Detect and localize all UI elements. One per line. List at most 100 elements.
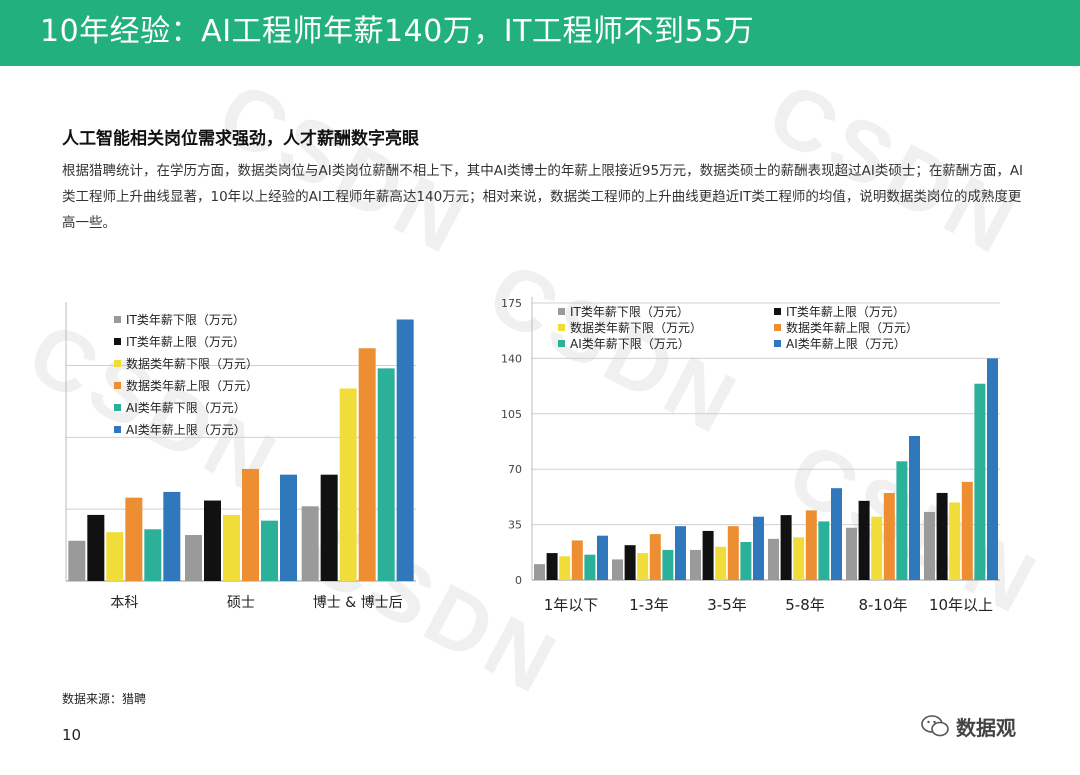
bar — [301, 506, 319, 581]
legend-label: AI类年薪上限（万元） — [786, 337, 906, 351]
section-body: 根据猎聘统计，在学历方面，数据类岗位与AI类岗位薪酬不相上下，其中AI类博士的年… — [62, 163, 1024, 231]
bar — [624, 545, 636, 580]
bar — [87, 514, 105, 581]
brand-logo: 数据观 — [920, 710, 1016, 742]
bar — [690, 549, 701, 580]
legend-swatch — [114, 404, 121, 411]
y-tick-label: 35 — [508, 519, 522, 532]
legend-label: AI类年薪下限（万元） — [126, 401, 246, 415]
x-tick-label: 1年以下 — [544, 596, 599, 614]
data-source: 数据来源：猎聘 — [62, 692, 147, 706]
bar — [320, 474, 338, 581]
bar — [780, 515, 792, 580]
bar — [702, 530, 714, 580]
bar — [144, 529, 162, 581]
bar — [261, 520, 278, 581]
legend-swatch — [558, 308, 565, 315]
legend-swatch — [558, 340, 565, 347]
legend-label: IT类年薪下限（万元） — [126, 313, 245, 327]
legend-swatch — [114, 338, 121, 345]
bar — [846, 527, 857, 580]
legend-swatch — [774, 340, 781, 347]
bar — [793, 537, 805, 580]
legend-swatch — [774, 308, 781, 315]
bar — [68, 540, 86, 581]
section-title: 人工智能相关岗位需求强劲，人才薪酬数字亮眼 — [62, 129, 419, 149]
bar — [163, 491, 181, 581]
bar — [546, 553, 558, 580]
bar — [396, 319, 414, 581]
legend-label: IT类年薪上限（万元） — [126, 335, 245, 349]
legend-swatch — [114, 382, 121, 389]
y-tick-label: 105 — [501, 408, 522, 421]
bar — [871, 516, 883, 580]
bar — [924, 511, 935, 580]
legend-swatch — [114, 360, 121, 367]
bar — [936, 492, 948, 580]
bar — [185, 535, 202, 581]
bar — [223, 514, 240, 581]
x-tick-label: 5-8年 — [785, 596, 825, 614]
y-tick-label: 0 — [515, 574, 522, 587]
page-number: 10 — [62, 726, 82, 744]
bar — [106, 532, 124, 581]
legend-label: AI类年薪下限（万元） — [570, 337, 690, 351]
legend-swatch — [774, 324, 781, 331]
bar — [358, 348, 376, 581]
bar — [768, 538, 779, 580]
experience-salary-chart: 0 35 70 105 140 175 1年以下 1-3年 3-5年 5-8年 8-10年 10年以上… — [501, 297, 1000, 614]
bar — [242, 468, 259, 581]
y-tick-label: 70 — [508, 463, 522, 476]
header-banner: 10年经验：AI工程师年薪140万，IT工程师不到55万 — [0, 0, 1080, 66]
bar — [280, 474, 297, 581]
logo-text: 数据观 — [956, 715, 1016, 740]
bar — [597, 535, 608, 580]
bar — [675, 526, 686, 580]
bar — [831, 488, 842, 580]
bar — [649, 534, 661, 580]
legend-swatch — [114, 316, 121, 323]
bar — [662, 549, 674, 580]
x-tick-label: 3-5年 — [707, 596, 747, 614]
bar — [949, 502, 961, 580]
legend-swatch — [558, 324, 565, 331]
x-tick-label: 本科 — [110, 595, 138, 611]
bar — [571, 540, 583, 580]
legend-label: IT类年薪下限（万元） — [570, 305, 689, 319]
bar — [987, 358, 998, 580]
bar — [896, 461, 908, 580]
legend-label: 数据类年薪下限（万元） — [570, 320, 702, 335]
legend-label: 数据类年薪上限（万元） — [786, 320, 918, 335]
bar — [584, 554, 596, 580]
bar — [637, 553, 649, 580]
bar — [818, 521, 830, 580]
bar — [805, 510, 817, 580]
bar — [961, 481, 973, 580]
bar — [559, 556, 571, 580]
y-tick-label: 140 — [501, 352, 522, 365]
legend-swatch — [114, 426, 121, 433]
legend-label: IT类年薪上限（万元） — [786, 305, 905, 319]
page-title: 10年经验：AI工程师年薪140万，IT工程师不到55万 — [40, 14, 755, 49]
bar — [909, 435, 920, 580]
x-tick-label: 硕士 — [227, 595, 255, 611]
y-tick-label: 175 — [501, 297, 522, 310]
bar — [125, 497, 143, 581]
legend-label: 数据类年薪上限（万元） — [126, 378, 258, 393]
x-tick-label: 10年以上 — [929, 596, 993, 614]
bar — [883, 492, 895, 580]
bar — [740, 542, 752, 580]
x-tick-label: 博士 & 博士后 — [313, 594, 403, 611]
legend-label: AI类年薪上限（万元） — [126, 423, 246, 437]
bar — [534, 564, 545, 580]
bar — [974, 383, 986, 580]
bar — [612, 559, 623, 580]
bar — [377, 368, 395, 581]
bar — [858, 500, 870, 580]
bar — [204, 500, 221, 581]
bar — [339, 388, 357, 581]
education-salary-chart: 本科 硕士 博士 & 博士后 IT类年薪下限（万元） IT类年薪上限（万元） 数据类年薪下… — [65, 302, 416, 611]
bar — [715, 546, 727, 580]
bar — [727, 526, 739, 580]
x-tick-label: 1-3年 — [629, 596, 669, 614]
